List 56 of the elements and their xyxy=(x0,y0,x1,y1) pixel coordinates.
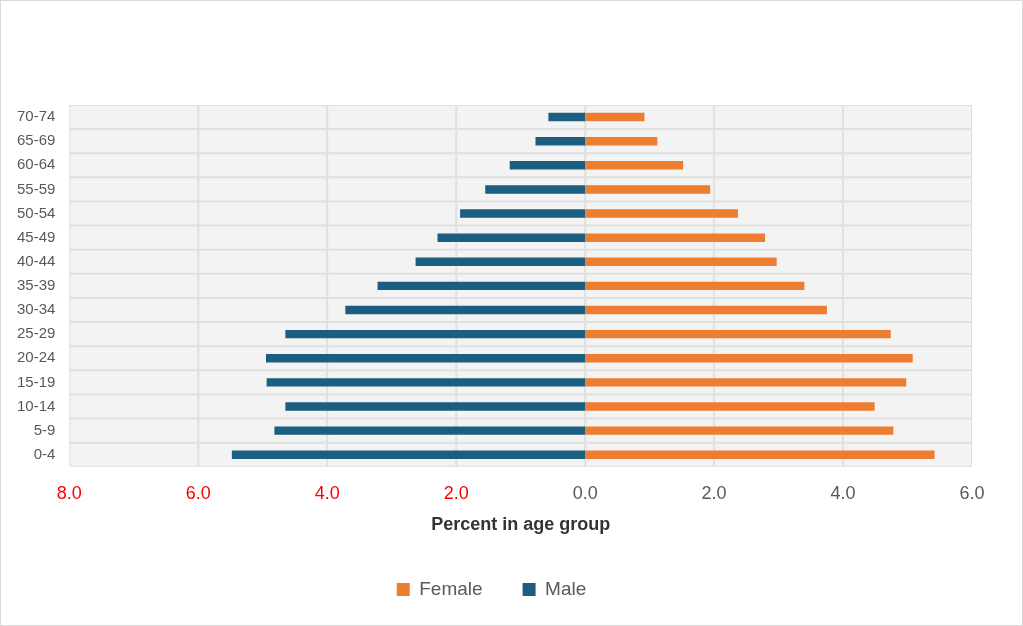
bar xyxy=(548,112,586,122)
y-tick-label: 25-29 xyxy=(16,324,56,342)
x-tick-label: 6.0 xyxy=(185,482,211,503)
bar xyxy=(585,136,658,146)
x-tick-label: 0.0 xyxy=(572,482,598,503)
legend-label: Female xyxy=(419,577,483,599)
bar xyxy=(585,161,684,170)
x-tick-label: 4.0 xyxy=(830,482,856,503)
bar xyxy=(485,185,586,194)
bar xyxy=(274,426,586,435)
bar xyxy=(585,281,805,291)
bar xyxy=(509,161,586,170)
x-tick-label: 4.0 xyxy=(314,482,340,503)
bar xyxy=(585,209,738,218)
x-tick-label: 8.0 xyxy=(56,482,82,503)
bar xyxy=(585,305,827,315)
bar xyxy=(460,209,586,218)
bar xyxy=(585,257,777,266)
y-tick-label: 20-24 xyxy=(16,348,56,366)
y-tick-label: 55-59 xyxy=(16,179,56,197)
legend-label: Male xyxy=(545,577,587,599)
bar xyxy=(585,378,907,387)
bar xyxy=(585,426,894,435)
y-tick-label: 60-64 xyxy=(16,155,56,173)
bar xyxy=(585,233,766,242)
x-tick-label: 2.0 xyxy=(443,482,469,503)
x-axis-title: Percent in age group xyxy=(431,514,611,535)
bar xyxy=(285,329,586,339)
y-tick-label: 65-69 xyxy=(16,131,56,149)
bar xyxy=(585,402,875,411)
bar xyxy=(285,402,586,411)
y-tick-label: 10-14 xyxy=(16,396,56,414)
bar xyxy=(535,136,586,146)
y-tick-label: 45-49 xyxy=(16,227,56,245)
bar xyxy=(266,378,586,387)
y-tick-label: 40-44 xyxy=(16,251,56,269)
bar xyxy=(585,185,711,194)
bar xyxy=(415,257,586,266)
y-tick-label: 0-4 xyxy=(33,444,56,462)
x-tick-label: 6.0 xyxy=(959,482,985,503)
bar xyxy=(266,354,586,363)
y-tick-label: 35-39 xyxy=(16,276,56,294)
y-tick-label: 30-34 xyxy=(16,300,56,318)
bar xyxy=(585,329,891,339)
bar xyxy=(231,450,586,459)
x-tick-label: 2.0 xyxy=(701,482,727,503)
bar xyxy=(377,281,586,291)
y-tick-label: 5-9 xyxy=(33,420,56,438)
bar xyxy=(585,450,935,459)
y-tick-label: 15-19 xyxy=(16,372,56,390)
bar xyxy=(585,354,913,363)
bar xyxy=(585,112,645,122)
bar xyxy=(437,233,586,242)
y-tick-label: 50-54 xyxy=(16,203,56,221)
bar xyxy=(345,305,586,315)
y-tick-label: 70-74 xyxy=(16,107,56,125)
